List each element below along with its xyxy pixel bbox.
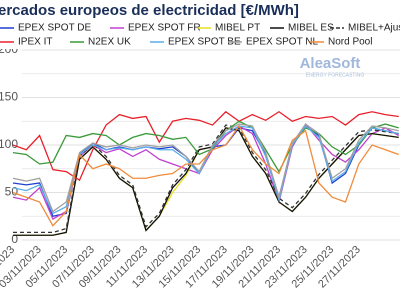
legend-bg xyxy=(0,35,78,49)
legend-bg xyxy=(0,21,78,35)
series-line xyxy=(13,124,399,234)
legend-bg xyxy=(108,21,188,35)
legend-label: EPEX SPOT DE xyxy=(18,23,92,34)
legend-label: Nord Pool xyxy=(328,37,372,48)
legend-bg xyxy=(148,35,228,49)
legend-bg xyxy=(308,35,388,49)
y-tick-label: 150 xyxy=(0,90,18,104)
legend-label: EPEX SPOT FR xyxy=(128,23,201,34)
legend-label: EPEX SPOT NL xyxy=(246,37,319,48)
legend-bg xyxy=(68,35,148,49)
series-line xyxy=(12,120,399,173)
series-line xyxy=(13,127,399,236)
legend-bg xyxy=(226,35,306,49)
logo-tagline: ENERGY FORECASTING xyxy=(306,72,365,78)
series-line xyxy=(12,110,399,182)
legend-label: MIBEL PT xyxy=(215,23,260,34)
legend-label: MIBEL ES xyxy=(288,23,334,34)
legend-bg xyxy=(328,21,400,35)
y-tick-label: 50 xyxy=(5,185,19,199)
legend-label: EPEX SPOT BE xyxy=(168,37,241,48)
y-tick-label: 0 xyxy=(11,232,18,246)
y-tick-label: 100 xyxy=(0,137,18,151)
legend-label: MIBEL+Ajus xyxy=(348,23,400,34)
series-line xyxy=(12,123,399,213)
legend-label: IPEX IT xyxy=(18,37,52,48)
series-line xyxy=(13,127,399,236)
series-line xyxy=(12,124,399,227)
legend-label: N2EX UK xyxy=(88,37,131,48)
logo-name: AleaSoft xyxy=(300,55,361,72)
legend-bg xyxy=(195,21,275,35)
chart-title: ercados europeos de electricidad [€/MWh] xyxy=(0,2,299,19)
